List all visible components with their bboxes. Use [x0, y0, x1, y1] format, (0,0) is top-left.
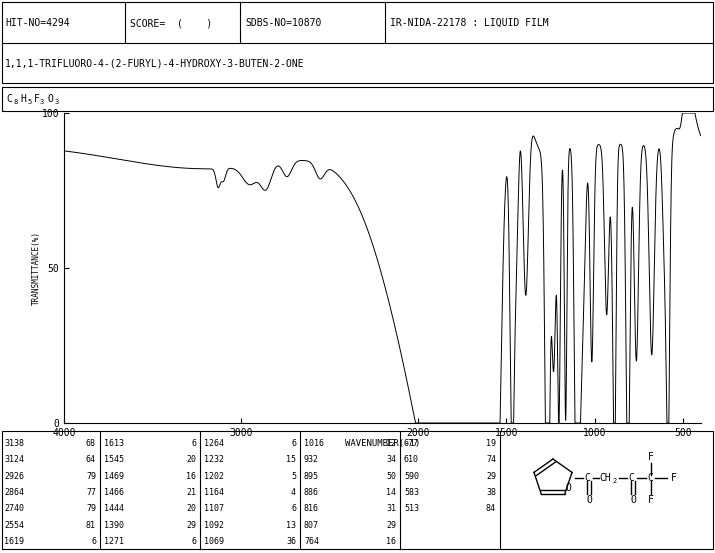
Text: 13: 13	[286, 520, 296, 530]
Text: 1545: 1545	[104, 455, 124, 465]
Text: 1069: 1069	[204, 537, 224, 546]
Text: 8: 8	[13, 99, 17, 105]
Text: F: F	[34, 94, 40, 104]
Text: 3124: 3124	[4, 455, 24, 465]
Text: 31: 31	[386, 504, 396, 513]
Text: 12: 12	[386, 439, 396, 448]
Text: 6: 6	[191, 439, 196, 448]
Text: 5: 5	[27, 99, 31, 105]
Text: IR-NIDA-22178 : LIQUID FILM: IR-NIDA-22178 : LIQUID FILM	[390, 18, 548, 28]
Text: 38: 38	[486, 488, 496, 497]
Text: 16: 16	[386, 537, 396, 546]
Text: 3138: 3138	[4, 439, 24, 448]
Text: 1466: 1466	[104, 488, 124, 497]
Text: O: O	[47, 94, 53, 104]
Text: 16: 16	[186, 472, 196, 481]
Text: O: O	[586, 495, 592, 505]
Text: 77: 77	[86, 488, 96, 497]
Text: 5: 5	[291, 472, 296, 481]
Text: 677: 677	[404, 439, 419, 448]
Text: 2: 2	[612, 478, 616, 484]
Text: 1444: 1444	[104, 504, 124, 513]
Text: 886: 886	[304, 488, 319, 497]
Text: 68: 68	[86, 439, 96, 448]
Text: 807: 807	[304, 520, 319, 530]
Text: SCORE=  (    ): SCORE= ( )	[130, 18, 212, 28]
Text: 3: 3	[40, 99, 44, 105]
Text: 1016: 1016	[304, 439, 324, 448]
Text: 20: 20	[186, 504, 196, 513]
Text: 932: 932	[304, 455, 319, 465]
Text: 3: 3	[55, 99, 59, 105]
Text: F: F	[648, 452, 654, 462]
Text: 6: 6	[291, 439, 296, 448]
X-axis label: WAVENUMBER(-1): WAVENUMBER(-1)	[345, 439, 420, 448]
Text: 34: 34	[386, 455, 396, 465]
Text: 2554: 2554	[4, 520, 24, 530]
Text: 21: 21	[186, 488, 196, 497]
Text: 6: 6	[291, 504, 296, 513]
Text: 1469: 1469	[104, 472, 124, 481]
Text: C: C	[647, 473, 653, 483]
Text: 36: 36	[286, 537, 296, 546]
Text: 2740: 2740	[4, 504, 24, 513]
Text: 29: 29	[386, 520, 396, 530]
Text: C: C	[584, 473, 590, 483]
Text: 6: 6	[191, 537, 196, 546]
Text: 15: 15	[286, 455, 296, 465]
Text: 583: 583	[404, 488, 419, 497]
Text: C: C	[628, 473, 634, 483]
Text: 29: 29	[186, 520, 196, 530]
Text: 29: 29	[486, 472, 496, 481]
Text: 590: 590	[404, 472, 419, 481]
Text: 1164: 1164	[204, 488, 224, 497]
Text: HIT-NO=4294: HIT-NO=4294	[5, 18, 69, 28]
Text: 1264: 1264	[204, 439, 224, 448]
Text: 1619: 1619	[4, 537, 24, 546]
Text: 81: 81	[86, 520, 96, 530]
Text: 4: 4	[291, 488, 296, 497]
Text: C: C	[6, 94, 12, 104]
Bar	[2, 87, 713, 111]
Text: 6: 6	[91, 537, 96, 546]
Text: 1,1,1-TRIFLUORO-4-(2-FURYL)-4-HYDROXY-3-BUTEN-2-ONE: 1,1,1-TRIFLUORO-4-(2-FURYL)-4-HYDROXY-3-…	[5, 58, 305, 68]
Text: 79: 79	[86, 472, 96, 481]
Text: 610: 610	[404, 455, 419, 465]
Text: O: O	[630, 495, 636, 505]
Text: 1271: 1271	[104, 537, 124, 546]
Text: 2864: 2864	[4, 488, 24, 497]
Text: 1107: 1107	[204, 504, 224, 513]
Text: 64: 64	[86, 455, 96, 465]
Text: 14: 14	[386, 488, 396, 497]
Text: F: F	[648, 495, 654, 505]
Text: H: H	[20, 94, 26, 104]
Text: 50: 50	[386, 472, 396, 481]
Text: 19: 19	[486, 439, 496, 448]
Text: 1613: 1613	[104, 439, 124, 448]
Text: 74: 74	[486, 455, 496, 465]
Text: 895: 895	[304, 472, 319, 481]
Text: 2926: 2926	[4, 472, 24, 481]
Text: CH: CH	[599, 473, 611, 483]
Text: F: F	[671, 473, 677, 483]
Text: 1390: 1390	[104, 520, 124, 530]
Text: 1232: 1232	[204, 455, 224, 465]
Text: O: O	[566, 483, 571, 493]
Text: 1092: 1092	[204, 520, 224, 530]
Text: 79: 79	[86, 504, 96, 513]
Text: 84: 84	[486, 504, 496, 513]
Text: 816: 816	[304, 504, 319, 513]
Text: 764: 764	[304, 537, 319, 546]
Y-axis label: TRANSMITTANCE(%): TRANSMITTANCE(%)	[31, 231, 41, 305]
Text: 1202: 1202	[204, 472, 224, 481]
Text: 20: 20	[186, 455, 196, 465]
Text: SDBS-NO=10870: SDBS-NO=10870	[245, 18, 321, 28]
Text: 513: 513	[404, 504, 419, 513]
